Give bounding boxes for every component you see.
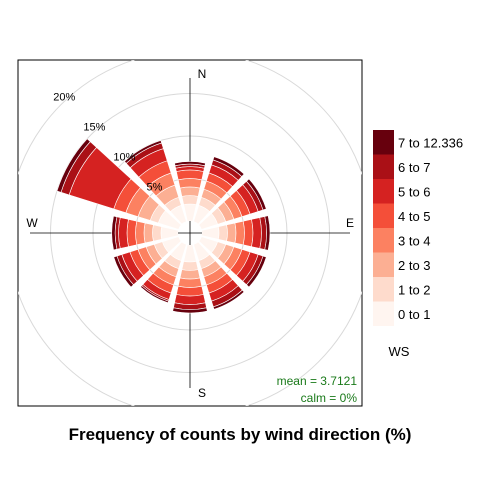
wedge-segment-ene-7: [246, 178, 267, 211]
wedge-segment-s-5: [174, 294, 206, 305]
wedge-segment-s-3: [177, 277, 203, 288]
compass-label-s: S: [198, 386, 206, 400]
wedge-sse: [193, 241, 245, 310]
wedge-ese: [198, 236, 267, 288]
legend-swatch-3: [373, 228, 394, 253]
legend-label-2: 2 to 3: [398, 258, 431, 273]
wedge-nne: [193, 156, 245, 225]
wedge-w: [111, 215, 179, 251]
legend-label-6: 6 to 7: [398, 160, 431, 175]
wedge-e: [201, 215, 271, 251]
plot-area: 5% 10% 15% 20% N E S W: [17, 59, 363, 407]
wedge-segment-e-1: [217, 224, 228, 242]
wedge-segment-s-1: [181, 260, 199, 271]
wedge-segment-wnw-7: [56, 138, 91, 193]
wedge-wsw: [113, 236, 182, 288]
radial-tick-label-10: 10%: [113, 151, 135, 163]
legend-swatch-0: [373, 301, 394, 326]
legend-label-1: 1 to 2: [398, 282, 431, 297]
wedge-segment-s-2: [179, 269, 201, 280]
wedge-segment-n-4: [176, 169, 204, 181]
wedge-segment-sse-7: [212, 289, 245, 310]
wedge-segment-w-7: [111, 215, 118, 251]
wedge-segment-s-7: [172, 307, 208, 314]
legend-swatch-2: [373, 252, 394, 277]
legend-swatch-5: [373, 179, 394, 204]
legend-label-4: 4 to 5: [398, 209, 431, 224]
wedge-s: [172, 244, 208, 314]
wedge-ene: [198, 178, 267, 230]
wedge-segment-w-5: [118, 217, 129, 249]
legend: 7 to 12.336 6 to 7 5 to 6 4 to 5 3 to 4 2 to …: [373, 130, 463, 359]
legend-label-3: 3 to 4: [398, 233, 431, 248]
legend-title: WS: [389, 344, 410, 359]
legend-swatch-7: [373, 130, 394, 155]
legend-label-7: 7 to 12.336: [398, 135, 463, 150]
wedge-segment-e-5: [251, 217, 262, 249]
wedge-nnw: [124, 140, 187, 225]
radial-tick-label-20: 20%: [53, 91, 75, 103]
wedge-segment-w-1: [152, 224, 163, 242]
chart-title: Frequency of counts by wind direction (%…: [69, 425, 412, 444]
wedge-segment-n-2: [179, 186, 201, 197]
radial-tick-label-15: 15%: [83, 121, 105, 133]
wedge-segment-e-4: [242, 219, 254, 247]
wedge-segment-nnw-7: [124, 140, 162, 164]
wedge-segment-e-3: [234, 220, 245, 246]
compass-label-w: W: [26, 216, 38, 230]
wedge-segment-n-3: [177, 178, 203, 189]
wedge-segment-e-7: [264, 215, 271, 251]
wedge-segment-ssw-7: [140, 285, 169, 304]
compass-labels: N E S W: [26, 67, 354, 400]
wedge-n: [174, 161, 206, 222]
wedge-segment-n-7: [174, 161, 206, 167]
wedge-segment-w-4: [126, 219, 138, 247]
wedge-segment-ese-7: [246, 255, 267, 288]
legend-swatch-1: [373, 277, 394, 302]
compass-label-n: N: [198, 67, 207, 81]
calm-annotation: calm = 0%: [301, 391, 358, 405]
legend-swatch-6: [373, 154, 394, 179]
wedge-segment-n-1: [181, 195, 199, 206]
legend-label-5: 5 to 6: [398, 184, 431, 199]
wedge-segment-nne-7: [212, 156, 245, 177]
mean-annotation: mean = 3.7121: [277, 374, 358, 388]
radial-tick-label-5: 5%: [147, 181, 163, 193]
wedge-segment-e-2: [226, 222, 237, 244]
compass-label-e: E: [346, 216, 354, 230]
legend-label-0: 0 to 1: [398, 307, 431, 322]
wedge-wnw: [56, 138, 182, 230]
wedge-segment-w-2: [143, 222, 154, 244]
wedge-segment-w-3: [135, 220, 146, 246]
wedges: [56, 138, 271, 314]
wedge-segment-s-4: [176, 285, 204, 297]
legend-swatch-4: [373, 203, 394, 228]
radial-tick-labels: 5% 10% 15% 20%: [53, 91, 162, 193]
wedge-segment-wsw-7: [113, 255, 134, 288]
